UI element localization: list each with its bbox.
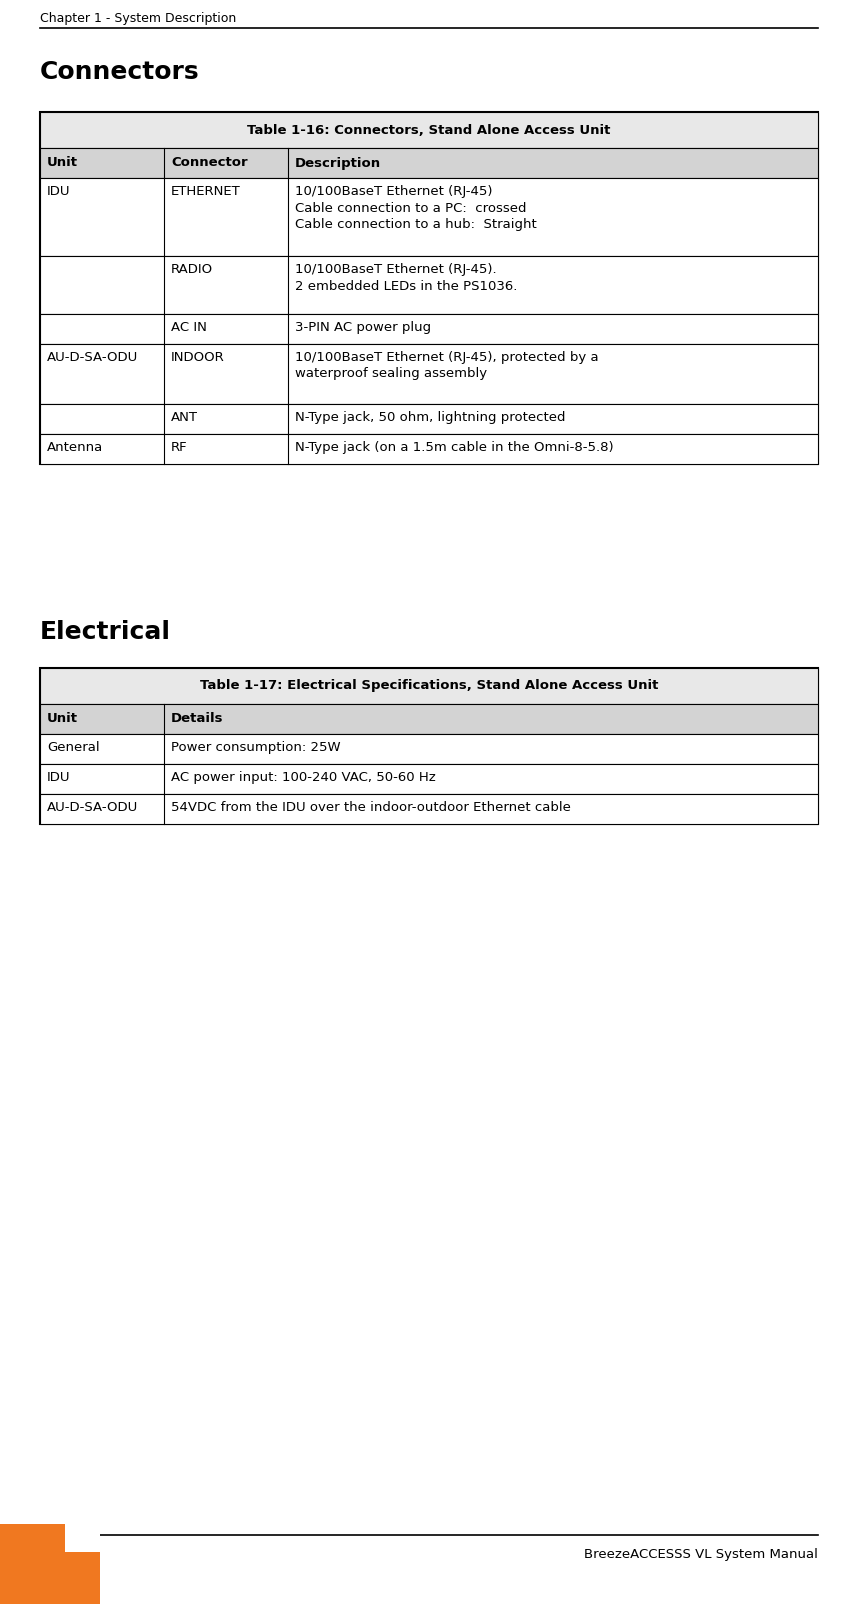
Text: Table 1-17: Electrical Specifications, Stand Alone Access Unit: Table 1-17: Electrical Specifications, S… (200, 680, 658, 693)
Text: 3-PIN AC power plug: 3-PIN AC power plug (295, 321, 431, 334)
Text: Power consumption: 25W: Power consumption: 25W (171, 741, 341, 754)
Text: RF: RF (171, 441, 188, 454)
Bar (40, 794, 818, 824)
Text: INDOOR: INDOOR (171, 351, 225, 364)
Text: RADIO: RADIO (171, 263, 213, 276)
Text: Electrical: Electrical (40, 621, 171, 643)
Text: ANT: ANT (171, 411, 198, 423)
Text: Chapter 1 - System Description: Chapter 1 - System Description (40, 11, 236, 26)
Bar (40, 404, 818, 435)
Bar (40, 667, 818, 824)
Text: Unit: Unit (47, 157, 78, 170)
Bar (40, 112, 818, 464)
Text: AC IN: AC IN (171, 321, 207, 334)
Bar (40, 178, 818, 257)
Text: IDU: IDU (47, 772, 70, 784)
Text: Unit: Unit (47, 712, 78, 725)
Text: AC power input: 100-240 VAC, 50-60 Hz: AC power input: 100-240 VAC, 50-60 Hz (171, 772, 436, 784)
Text: 54VDC from the IDU over the indoor-outdoor Ethernet cable: 54VDC from the IDU over the indoor-outdo… (171, 800, 571, 813)
Bar (40, 764, 818, 794)
Bar (65, 1524, 100, 1553)
Text: AU-D-SA-ODU: AU-D-SA-ODU (47, 800, 138, 813)
Text: ETHERNET: ETHERNET (171, 184, 241, 197)
Text: 10/100BaseT Ethernet (RJ-45).
2 embedded LEDs in the PS1036.: 10/100BaseT Ethernet (RJ-45). 2 embedded… (295, 263, 517, 292)
Bar (40, 704, 818, 735)
Text: 10/100BaseT Ethernet (RJ-45), protected by a
waterproof sealing assembly: 10/100BaseT Ethernet (RJ-45), protected … (295, 351, 599, 380)
Text: Connectors: Connectors (40, 59, 200, 83)
Bar (0, 1524, 100, 1604)
Bar (40, 735, 818, 764)
Text: 1-20: 1-20 (40, 1566, 75, 1578)
Text: Description: Description (295, 157, 381, 170)
Bar (40, 148, 818, 178)
Bar (40, 435, 818, 464)
Bar (40, 667, 818, 704)
Text: General: General (47, 741, 100, 754)
Text: N-Type jack, 50 ohm, lightning protected: N-Type jack, 50 ohm, lightning protected (295, 411, 565, 423)
Text: AU-D-SA-ODU: AU-D-SA-ODU (47, 351, 138, 364)
Text: 10/100BaseT Ethernet (RJ-45)
Cable connection to a PC:  crossed
Cable connection: 10/100BaseT Ethernet (RJ-45) Cable conne… (295, 184, 537, 231)
Bar (40, 112, 818, 148)
Text: BreezeACCESSS VL System Manual: BreezeACCESSS VL System Manual (584, 1548, 818, 1561)
Text: IDU: IDU (47, 184, 70, 197)
Text: Table 1-16: Connectors, Stand Alone Access Unit: Table 1-16: Connectors, Stand Alone Acce… (247, 124, 611, 136)
Bar (40, 343, 818, 404)
Text: Connector: Connector (171, 157, 248, 170)
Text: N-Type jack (on a 1.5m cable in the Omni-8-5.8): N-Type jack (on a 1.5m cable in the Omni… (295, 441, 613, 454)
Text: Antenna: Antenna (47, 441, 103, 454)
Text: Details: Details (171, 712, 223, 725)
Bar (40, 314, 818, 343)
Bar (40, 257, 818, 314)
